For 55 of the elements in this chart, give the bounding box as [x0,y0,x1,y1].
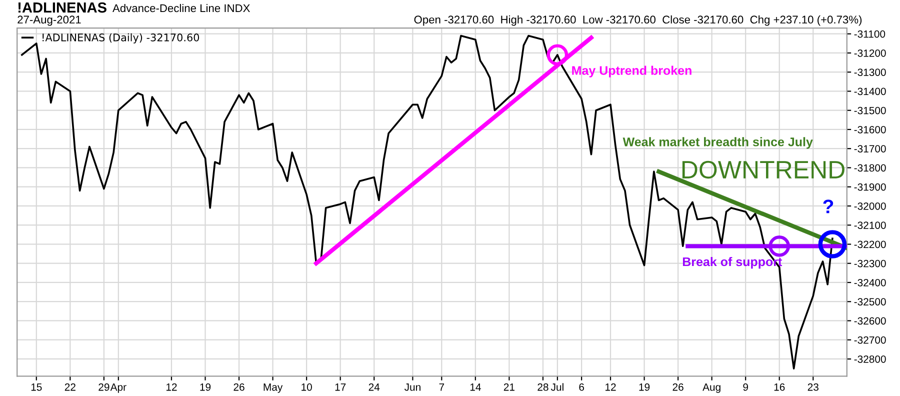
annotation: DOWNTREND [682,160,844,179]
text: Open -32170.60 High -32170.60 Low -32170.60 Close -32170.60 Chg +237.10 (+0.73%) [414,15,862,26]
point [768,235,790,257]
y-tick-label: -31200 [854,49,886,57]
legend-label: !ADLINENAS (Daily) -32170.60 [42,33,200,44]
x-tick-label: 9 [743,383,748,391]
x-tick-label: 23 [808,383,818,391]
x-tick-label: 24 [368,383,380,391]
text: 27-Aug-2021 [18,16,81,26]
x-tick-label: 19 [639,383,650,391]
x-tick-label: 15 [31,384,42,391]
y-tick-label: -32200 [854,240,886,248]
x-tick-label: Jul [550,383,564,391]
x-tick-label: 26 [672,383,684,391]
y-tick-label: -31800 [854,164,886,172]
y-tick-label: -32700 [854,336,886,344]
x-tick-label: 26 [234,383,244,391]
y-tick-label: -32400 [854,278,886,286]
x-tick-label: 21 [504,383,514,391]
x-tick-label: 7 [439,384,444,391]
x-tick-label: Aug [702,384,720,393]
y-tick-label: -32600 [854,317,886,325]
y-tick-label: -31500 [854,106,886,114]
x-tick-label: 19 [200,383,211,391]
x-tick-label: 10 [302,383,312,391]
chart-subtitle: Advance-Decline Line INDX [112,4,250,12]
y-tick-label: -32800 [854,355,886,363]
annotation: Weak market breadth since July [622,137,813,149]
point [818,230,847,258]
y-tick-label: -31900 [854,183,886,191]
annotation: May Uptrend broken [572,66,692,78]
x-tick-label: 29 [98,383,110,391]
y-tick-label: -31300 [854,68,886,76]
chart-title: !ADLINENAS [18,2,106,13]
x-tick-label: 16 [774,383,785,391]
y-tick-label: -31600 [854,126,886,134]
x-tick-label: 6 [579,383,584,391]
x-tick-label: 17 [335,384,346,391]
x-tick-label: 12 [166,383,177,391]
x-tick-label: 28 [538,383,548,391]
x-tick-label: 14 [470,384,481,391]
point [546,44,568,66]
x-tick-label: May [264,384,283,393]
x-tick-label: Apr [110,384,126,393]
y-tick-label: -32100 [854,222,886,229]
x-tick-label: 12 [606,383,616,391]
y-tick-label: -32500 [854,298,886,306]
y-tick-label: -31100 [854,30,886,38]
x-tick-label: Jun [404,384,420,391]
y-tick-label: -32000 [854,202,886,210]
y-tick-label: -31400 [854,88,886,96]
annotation: ? [823,200,834,214]
y-tick-label: -31700 [854,145,886,152]
y-tick-label: -32300 [854,260,886,268]
x-tick-label: 22 [64,383,76,391]
